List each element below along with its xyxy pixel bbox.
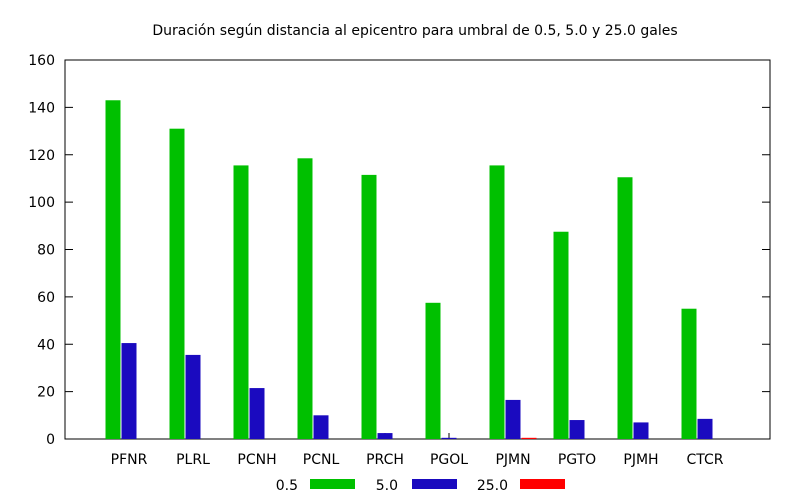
- x-tick-label: PRCH: [366, 452, 404, 468]
- x-tick-label: PFNR: [111, 452, 148, 468]
- x-tick-label: PCNL: [303, 452, 340, 468]
- y-tick-label: 0: [46, 432, 55, 448]
- y-tick-label: 20: [37, 385, 55, 401]
- bar-pgto-5_0: [569, 420, 585, 439]
- legend-label: 25.0: [477, 478, 508, 494]
- x-tick-label: PJMN: [495, 452, 530, 468]
- legend-swatch: [310, 479, 355, 489]
- chart-title: Duración según distancia al epicentro pa…: [152, 23, 677, 39]
- bar-pjmh-0_5: [617, 177, 633, 440]
- x-tick-label: PLRL: [176, 452, 210, 468]
- y-tick-label: 140: [28, 100, 55, 116]
- chart-legend: 0.5 5.0 25.0: [276, 478, 565, 494]
- y-tick-label: 160: [28, 53, 55, 69]
- legend-swatch: [520, 479, 565, 489]
- bar-pcnh-5_0: [249, 388, 265, 439]
- y-tick-label: 120: [28, 148, 55, 164]
- y-tick-label: 100: [28, 195, 55, 211]
- legend-label: 0.5: [276, 478, 298, 494]
- x-tick-label: PGOL: [430, 452, 468, 468]
- bar-pgol-0_5: [425, 302, 441, 439]
- bar-prch-0_5: [361, 174, 377, 439]
- bar-pfnr-5_0: [121, 343, 137, 439]
- legend-swatch: [412, 479, 457, 489]
- bar-plrl-5_0: [185, 354, 201, 439]
- x-tick-label: CTCR: [686, 452, 723, 468]
- x-tick-label: PJMH: [623, 452, 658, 468]
- bar-pcnl-0_5: [297, 158, 313, 439]
- bar-plrl-0_5: [169, 128, 185, 439]
- x-tick-label: PCNH: [237, 452, 276, 468]
- y-tick-label: 80: [37, 243, 55, 259]
- chart-bars: [105, 100, 713, 440]
- y-tick-label: 40: [37, 337, 55, 353]
- bar-pjmn-25_0: [521, 437, 537, 439]
- y-tick-label: 60: [37, 290, 55, 306]
- bar-pgol-5_0: [441, 437, 457, 439]
- bar-pjmh-5_0: [633, 422, 649, 439]
- x-tick-label: PGTO: [558, 452, 596, 468]
- bar-pjmn-0_5: [489, 165, 505, 440]
- bar-pcnh-0_5: [233, 165, 249, 440]
- chart-axes: 0 20 40 60 80 100 120 140 160: [28, 53, 771, 448]
- bar-pjmn-5_0: [505, 399, 521, 439]
- bar-ctcr-0_5: [681, 308, 697, 439]
- bar-pfnr-0_5: [105, 100, 121, 440]
- legend-label: 5.0: [376, 478, 398, 494]
- bar-pgto-0_5: [553, 231, 569, 439]
- bar-ctcr-5_0: [697, 418, 713, 439]
- bar-pcnl-5_0: [313, 415, 329, 439]
- bar-prch-5_0: [377, 433, 393, 439]
- x-tick-labels: PFNR PLRL PCNH PCNL PRCH PGOL PJMN PGTO PJMH CTCR: [111, 452, 724, 468]
